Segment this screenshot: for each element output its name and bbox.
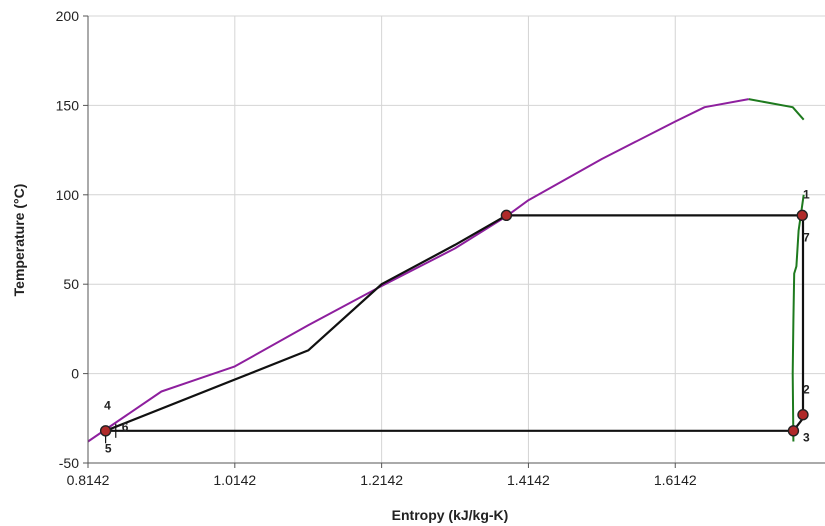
x-tick-label: 1.2142	[360, 472, 403, 488]
label-layer: 1 2 3 4 56 7	[104, 187, 810, 455]
state-point-label: 5	[105, 441, 112, 455]
y-axis-title: Temperature (°C)	[11, 184, 27, 297]
marker-layer	[99, 209, 809, 437]
y-tick-label: 0	[71, 366, 79, 382]
state-point-label: 6	[122, 420, 129, 434]
state-point-label: 1	[803, 187, 810, 201]
series-cycle	[105, 214, 805, 432]
series-layer	[88, 98, 805, 444]
state-point-label: 7	[803, 230, 810, 244]
series-saturation-vapor	[791, 194, 805, 442]
state-point-label: 4	[104, 398, 111, 412]
series-saturation-vapor	[748, 98, 805, 121]
y-tick-label: 200	[56, 8, 80, 24]
y-tick-label: 50	[63, 276, 79, 292]
state-point-label: 3	[803, 431, 810, 445]
x-tick-label: 1.4142	[507, 472, 550, 488]
y-tick-label: -50	[59, 455, 79, 471]
state-point-marker	[797, 409, 809, 421]
state-point-label: 2	[803, 382, 810, 396]
state-point-marker	[99, 425, 112, 437]
grid-layer	[88, 15, 825, 463]
x-tick-label: 1.6142	[654, 472, 697, 488]
x-tick-label: 1.0142	[213, 472, 256, 488]
y-tick-label: 100	[56, 187, 80, 203]
y-tick-label: 150	[56, 97, 80, 113]
state-point-marker	[500, 209, 513, 222]
axis-layer: 0.8142 1.0142 1.2142 1.4142 1.61422001501005…	[56, 8, 825, 488]
state-point-marker	[796, 209, 808, 222]
series-saturation-liquid	[88, 98, 749, 443]
x-axis-title: Entropy (kJ/kg-K)	[392, 507, 509, 523]
x-tick-label: 0.8142	[67, 472, 110, 488]
state-point-marker	[787, 425, 800, 437]
